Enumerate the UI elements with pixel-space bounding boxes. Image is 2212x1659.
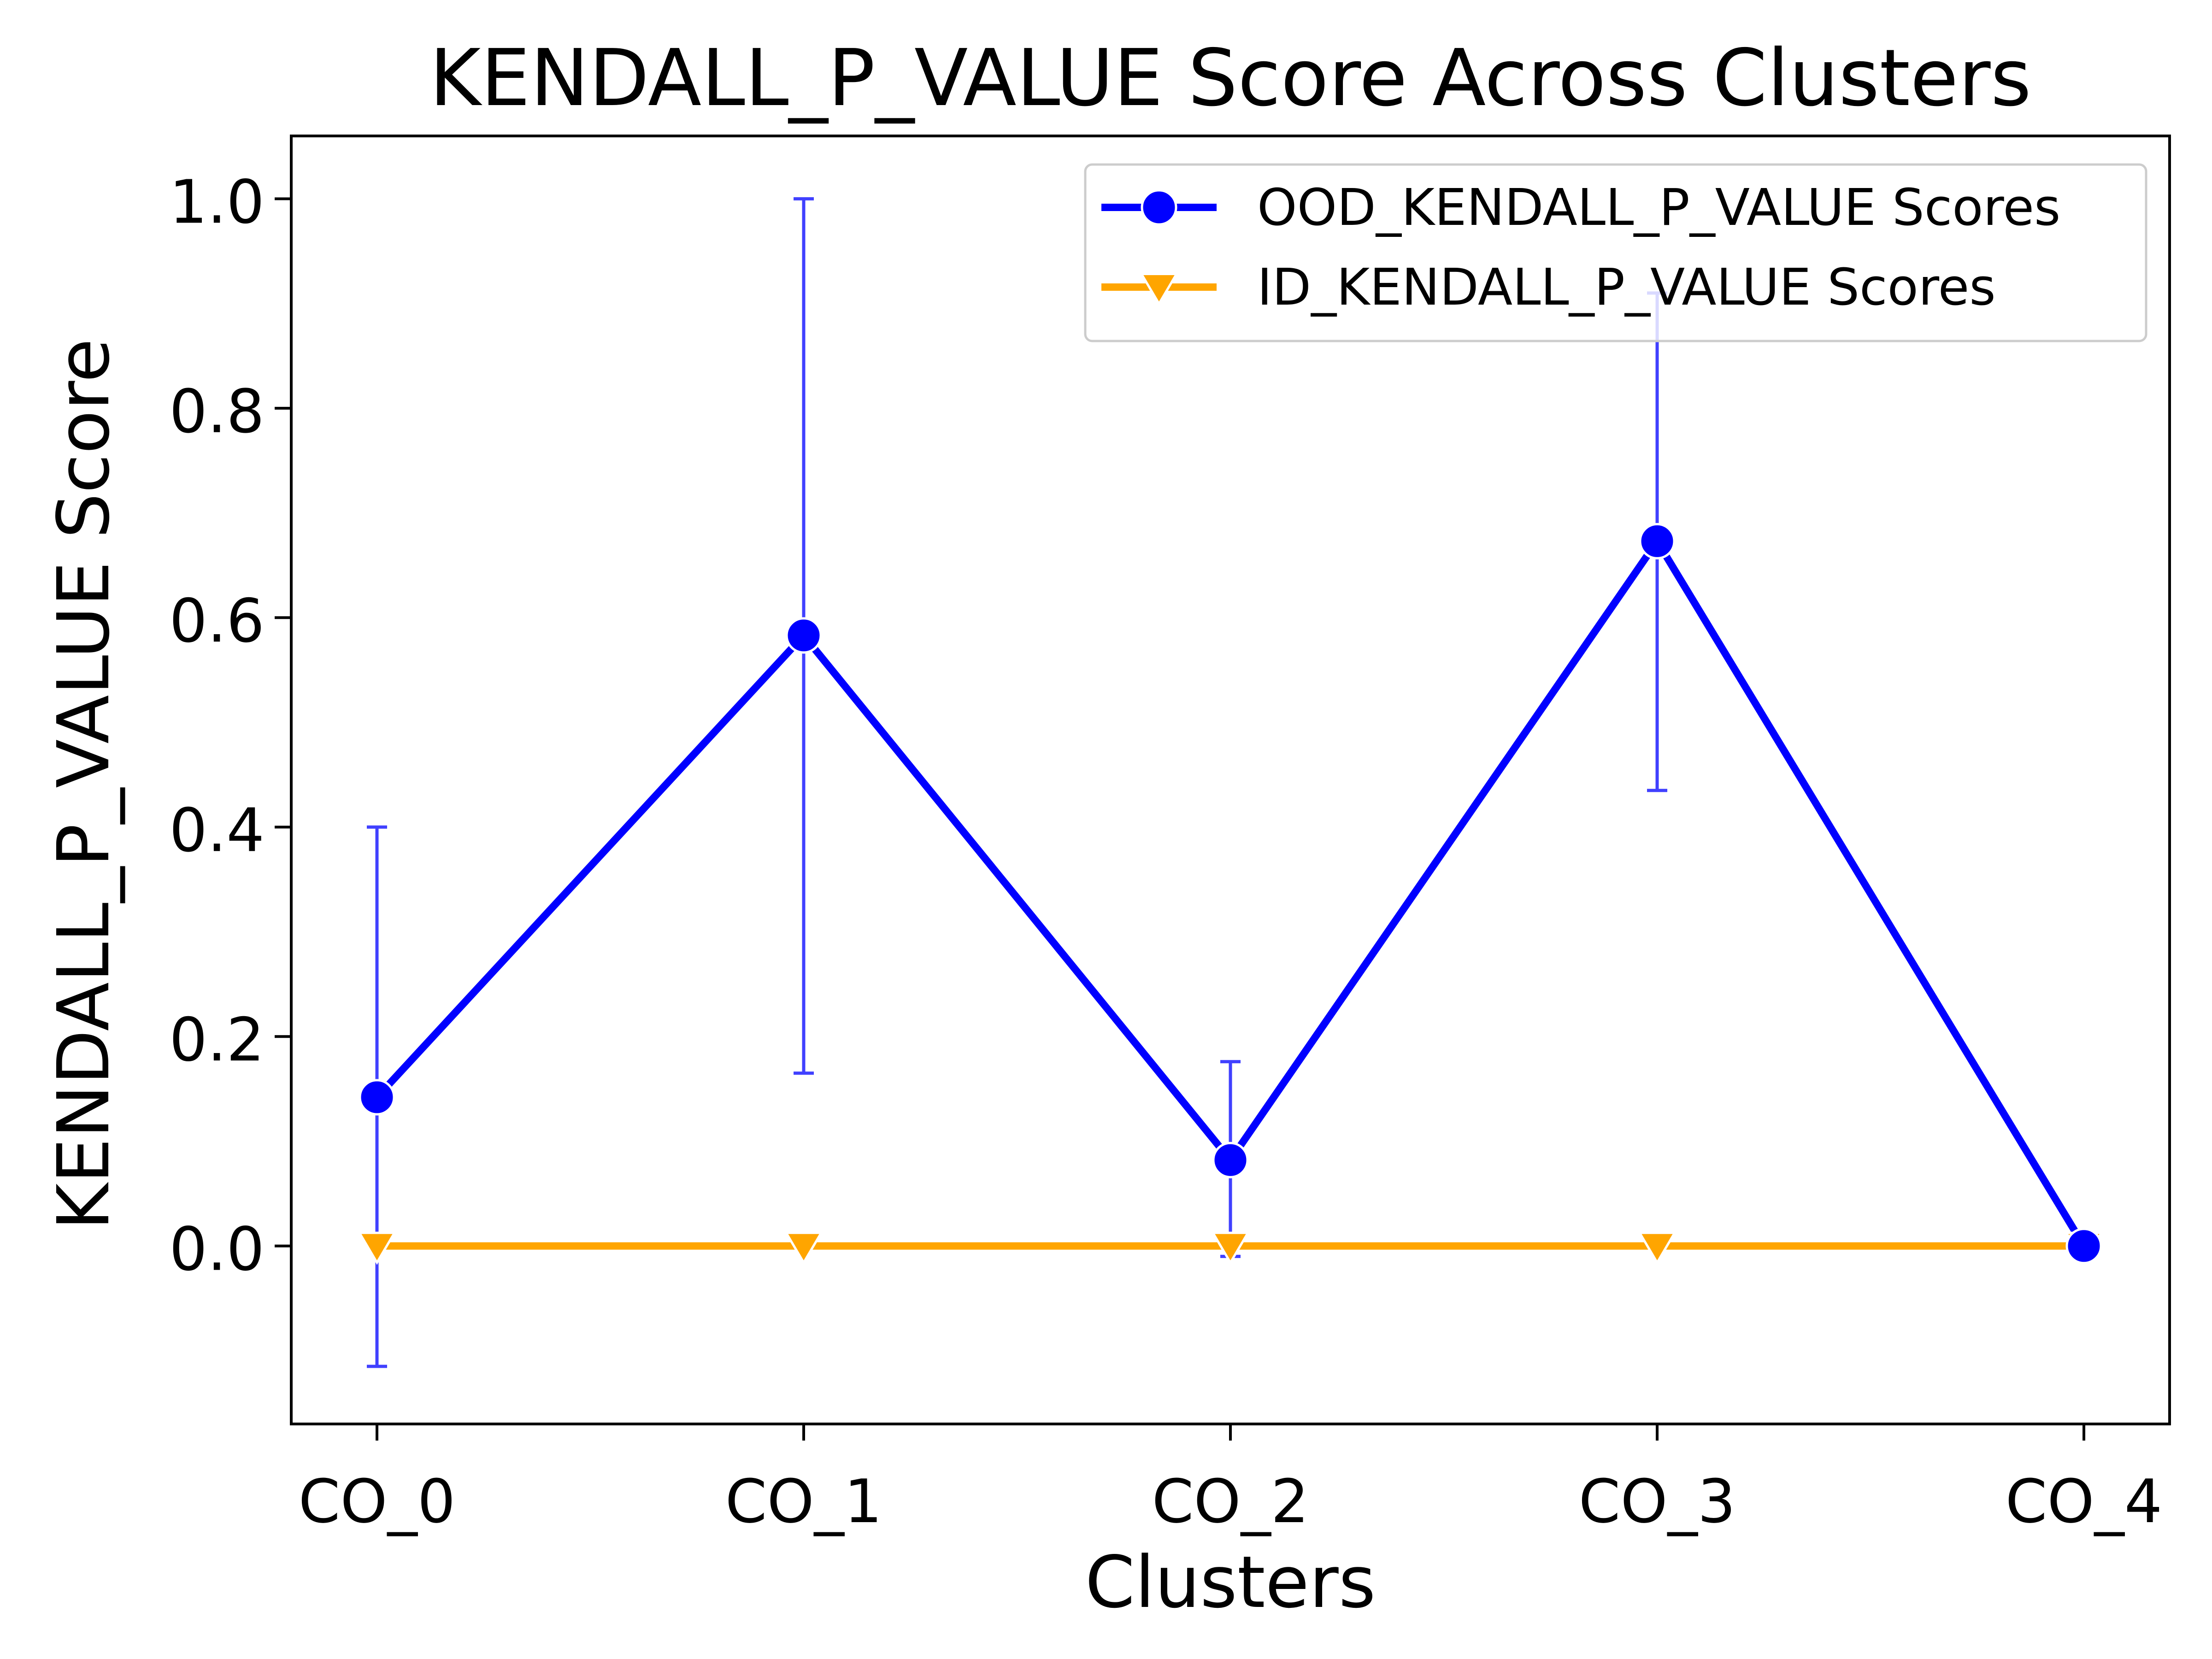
series-point-ood — [359, 1079, 395, 1116]
x-tick-label: CO_0 — [299, 1466, 456, 1536]
series-point-id — [1637, 1231, 1677, 1265]
plot-area: 0.0 0.2 0.4 0.6 0.8 1.0 CO_0 CO_1 CO_2 CO_3 CO_4 OO… — [169, 135, 2171, 1536]
series-point-ood — [785, 617, 822, 654]
series-point-ood — [1639, 523, 1676, 559]
x-tick-label: CO_2 — [1152, 1466, 1309, 1536]
x-axis-label: Clusters — [1085, 1541, 1376, 1624]
legend-box — [1084, 163, 2147, 342]
y-tick-label: 0.6 — [169, 586, 265, 656]
legend-label: ID_KENDALL_P_VALUE Scores — [1257, 258, 1996, 317]
y-tick-label: 0.8 — [169, 377, 265, 447]
legend: OOD_KENDALL_P_VALUE Scores ID_KENDALL_P_V… — [1084, 163, 2147, 342]
x-tick-label: CO_3 — [1579, 1466, 1736, 1536]
series-point-id — [1211, 1231, 1250, 1265]
legend-label: OOD_KENDALL_P_VALUE Scores — [1257, 178, 2060, 237]
x-tick-label: CO_1 — [725, 1466, 882, 1536]
chart-title: KENDALL_P_VALUE Score Across Clusters — [429, 33, 2031, 124]
series-point-id — [784, 1231, 824, 1265]
y-tick-label: 0.4 — [169, 795, 265, 865]
y-axis-label: KENDALL_P_VALUE Score — [42, 339, 125, 1230]
series-point-ood — [1212, 1141, 1249, 1178]
legend-marker — [1139, 273, 1179, 306]
y-tick-label: 0.0 — [169, 1214, 265, 1284]
legend-marker — [1141, 189, 1177, 226]
x-tick-label: CO_4 — [2006, 1466, 2163, 1536]
series-point-id — [357, 1231, 397, 1265]
series-point-ood — [2065, 1228, 2102, 1265]
y-tick-label: 0.2 — [169, 1005, 265, 1075]
y-tick-label: 1.0 — [169, 167, 265, 237]
